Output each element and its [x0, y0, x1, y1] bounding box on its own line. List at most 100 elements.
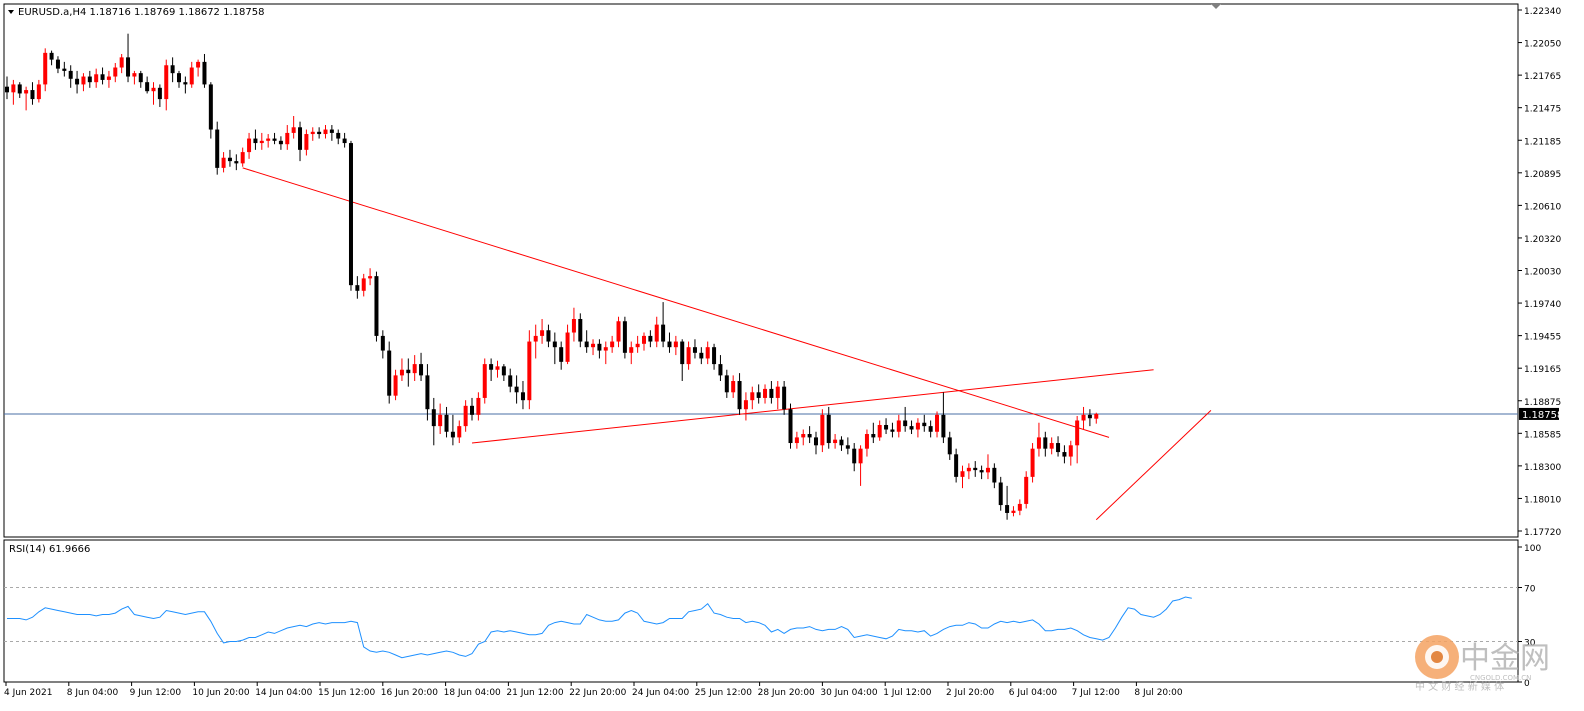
candle-up	[750, 392, 755, 401]
candle-down	[208, 84, 213, 130]
candle-up	[368, 276, 373, 279]
candle-up	[801, 434, 806, 438]
time-tick-label: 6 Jul 04:00	[1009, 688, 1058, 698]
candle-up	[36, 84, 41, 100]
candle-down	[520, 392, 525, 401]
candle-down	[941, 414, 946, 438]
candle-down	[176, 73, 181, 83]
candle-up	[686, 347, 691, 365]
candle-up	[24, 90, 29, 94]
current-price-tag: 1.18758	[1519, 407, 1563, 421]
candle-up	[81, 76, 86, 85]
candle-down	[508, 375, 513, 387]
price-tick-label: 1.21765	[1524, 72, 1561, 82]
candle-down	[788, 409, 793, 444]
candle-up	[482, 364, 487, 398]
symbol-dropdown-icon[interactable]	[8, 10, 14, 14]
candle-up	[571, 318, 576, 333]
candle-down	[30, 90, 35, 100]
cngold-logo-core	[1431, 651, 1443, 663]
trendline[interactable]	[471, 369, 1154, 444]
candle-down	[272, 138, 277, 141]
watermark-main: 中金网	[1460, 641, 1550, 676]
current-price-label: 1.18758	[1522, 410, 1563, 421]
price-tick-label: 1.20610	[1524, 202, 1561, 212]
candle-up	[1017, 503, 1022, 511]
candle-up	[654, 324, 659, 342]
candle-up	[794, 437, 799, 444]
candle-up	[1024, 476, 1029, 504]
price-tick-label: 1.22340	[1524, 7, 1561, 17]
candle-up	[1036, 437, 1041, 449]
candle-up	[1030, 448, 1035, 477]
candle-down	[692, 347, 697, 353]
candle-down	[470, 405, 475, 415]
candle-down	[75, 78, 80, 85]
candle-up	[1068, 445, 1073, 457]
trendline[interactable]	[1095, 409, 1212, 521]
candle-down	[489, 364, 494, 370]
time-axis: 4 Jun 2021 8 Jun 04:00 9 Jun 12:00 10 Jun 2…	[4, 682, 1183, 698]
candle-down	[501, 366, 506, 376]
candle-down	[661, 324, 666, 342]
time-tick-label: 22 Jun 20:00	[569, 688, 626, 698]
rsi-tick-label: 70	[1524, 585, 1536, 595]
candle-down	[699, 352, 704, 359]
candle-down	[348, 143, 353, 286]
candle-down	[100, 74, 105, 80]
rsi-tick-label: 0	[1524, 679, 1530, 689]
candle-up	[304, 134, 309, 150]
candle-down	[183, 82, 188, 85]
candle-up	[457, 426, 462, 438]
candle-up	[533, 335, 538, 342]
candle-up	[189, 67, 194, 85]
candle-up	[399, 369, 404, 376]
candle-down	[419, 364, 424, 376]
time-tick-label: 30 Jun 04:00	[820, 688, 877, 698]
candle-down	[253, 138, 258, 144]
chart-shift-marker[interactable]	[1211, 4, 1221, 9]
candles	[5, 33, 1099, 520]
candle-up	[259, 140, 264, 144]
time-tick-label: 2 Jul 20:00	[946, 688, 995, 698]
candle-up	[361, 278, 366, 291]
candle-down	[890, 429, 895, 432]
trendline[interactable]	[242, 167, 1110, 438]
time-tick-label: 4 Jun 2021	[4, 688, 52, 698]
candle-down	[425, 375, 430, 410]
candle-up	[1094, 413, 1099, 419]
candle-down	[852, 448, 857, 464]
candle-down	[355, 285, 360, 291]
time-tick-label: 18 Jun 04:00	[444, 688, 501, 698]
candle-up	[132, 73, 137, 77]
time-tick-label: 8 Jun 04:00	[67, 688, 119, 698]
candle-up	[743, 400, 748, 410]
candle-up	[966, 467, 971, 472]
candle-down	[909, 426, 914, 430]
candle-down	[87, 76, 92, 83]
price-tick-label: 1.22050	[1524, 40, 1561, 50]
candle-down	[884, 424, 889, 430]
candle-up	[1075, 420, 1080, 446]
candle-down	[431, 409, 436, 427]
candle-down	[992, 467, 997, 483]
time-tick-label: 25 Jun 12:00	[695, 688, 752, 698]
candle-up	[935, 414, 940, 432]
candle-up	[673, 341, 678, 348]
candle-down	[55, 59, 60, 69]
watermark-tagline: 中 文 财 经 新 媒 体	[1415, 680, 1504, 693]
candle-down	[234, 161, 239, 164]
candle-down	[49, 52, 54, 60]
candle-down	[227, 157, 232, 162]
candle-up	[463, 405, 468, 427]
candle-down	[928, 426, 933, 432]
candle-down	[756, 392, 761, 398]
rsi-label: RSI(14) 61.9666	[9, 544, 90, 555]
candle-up	[412, 364, 417, 374]
rsi-indicator: 100 70 30 0	[4, 544, 1541, 689]
time-tick-label: 15 Jun 12:00	[318, 688, 375, 698]
candle-down	[1062, 452, 1067, 457]
candle-down	[648, 335, 653, 342]
candle-down	[718, 364, 723, 376]
candle-up	[833, 439, 838, 444]
